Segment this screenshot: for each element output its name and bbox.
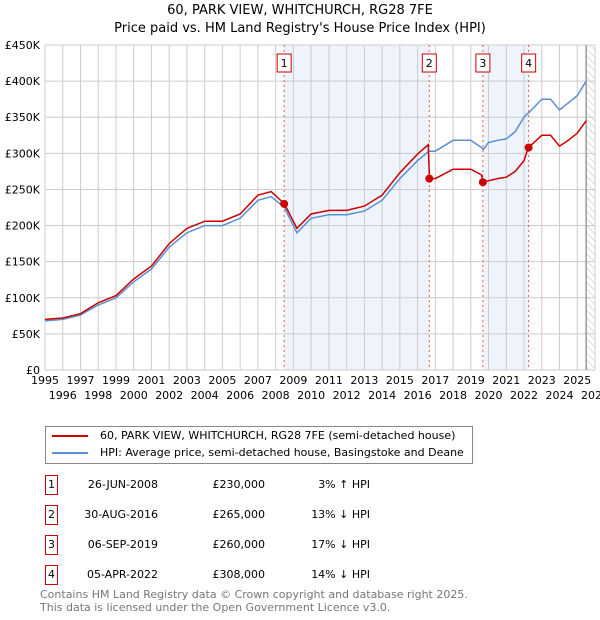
x-tick-label: 2025 [563, 374, 591, 387]
x-tick-label: 2001 [137, 374, 165, 387]
x-tick-label: 1995 [31, 374, 59, 387]
sale-number: 3 [45, 535, 58, 555]
x-tick-label: 2013 [350, 374, 378, 387]
sale-price: £308,000 [212, 568, 266, 581]
sale-point [524, 143, 533, 152]
sale-row: 4 05-APR-2022 £308,000 14% ↓ HPI [45, 565, 445, 585]
sale-hpi-diff: 13% ↓ HPI [311, 508, 370, 521]
y-tick-label: £0 [26, 364, 40, 377]
sale-label-box [421, 53, 437, 73]
footer-line-1: Contains HM Land Registry data © Crown c… [40, 588, 468, 601]
sale-label-box [521, 53, 537, 73]
hpi-line [44, 80, 587, 322]
x-tick-label: 2022 [510, 389, 538, 402]
x-tick-label: 2024 [546, 389, 574, 402]
x-tick-label: 2019 [457, 374, 485, 387]
legend-swatch-red [52, 434, 88, 437]
sale-point [280, 199, 289, 208]
x-tick-label: 2023 [528, 374, 556, 387]
x-tick-label: 2012 [333, 389, 361, 402]
sale-row: 3 06-SEP-2019 £260,000 17% ↓ HPI [45, 535, 445, 555]
sale-date: 30-AUG-2016 [84, 508, 158, 521]
sale-number: 1 [45, 475, 58, 495]
sale-number: 2 [45, 505, 58, 525]
y-tick-label: £250K [5, 183, 41, 196]
x-tick-label: 2004 [191, 389, 219, 402]
x-tick-label: 2006 [226, 389, 254, 402]
x-tick-label: 2026 [581, 389, 600, 402]
sale-label: 2 [426, 57, 433, 70]
y-tick-label: £200K [5, 220, 41, 233]
x-tick-label: 2003 [173, 374, 201, 387]
y-tick-label: £100K [5, 292, 41, 305]
x-tick-label: 2007 [244, 374, 272, 387]
sale-label-box [276, 53, 292, 73]
x-tick-label: 2015 [386, 374, 414, 387]
sale-label-box [475, 53, 491, 73]
footer: Contains HM Land Registry data © Crown c… [40, 588, 468, 614]
sale-label: 4 [525, 57, 532, 70]
x-tick-label: 2002 [155, 389, 183, 402]
legend: 60, PARK VIEW, WHITCHURCH, RG28 7FE (sem… [45, 426, 473, 464]
legend-item-property: 60, PARK VIEW, WHITCHURCH, RG28 7FE (sem… [52, 427, 464, 444]
legend-swatch-blue [52, 451, 88, 454]
price-chart: 1995 1996 1997 1998 1999 2000 2001 2002 2003 2004… [5, 39, 600, 402]
sale-price: £265,000 [212, 508, 266, 521]
sale-label: 3 [479, 57, 486, 70]
y-tick-label: £400K [5, 75, 41, 88]
sale-hpi-diff: 3% ↑ HPI [318, 478, 370, 491]
x-tick-label: 2020 [475, 389, 503, 402]
x-tick-label: 2005 [208, 374, 236, 387]
y-tick-label: £50K [12, 328, 41, 341]
x-tick-label: 2017 [421, 374, 449, 387]
sale-price: £260,000 [212, 538, 266, 551]
forecast-hatch [586, 45, 595, 370]
sale-row: 2 30-AUG-2016 £265,000 13% ↓ HPI [45, 505, 445, 525]
sale-hpi-diff: 17% ↓ HPI [311, 538, 370, 551]
footer-line-2: This data is licensed under the Open Gov… [40, 601, 391, 614]
x-tick-label: 2000 [120, 389, 148, 402]
y-tick-label: £350K [5, 111, 41, 124]
y-tick-label: £300K [5, 147, 41, 160]
shaded-period [482, 45, 529, 370]
x-tick-label: 1997 [66, 374, 94, 387]
legend-label: HPI: Average price, semi-detached house,… [100, 446, 464, 459]
legend-item-hpi: HPI: Average price, semi-detached house,… [52, 444, 464, 461]
sale-label: 1 [281, 57, 288, 70]
x-tick-label: 2021 [492, 374, 520, 387]
sale-date: 05-APR-2022 [86, 568, 158, 581]
sale-date: 26-JUN-2008 [87, 478, 158, 491]
sale-number: 4 [45, 565, 58, 585]
sale-point [478, 178, 487, 187]
chart-title: 60, PARK VIEW, WHITCHURCH, RG28 7FE [167, 3, 433, 18]
sale-date: 06-SEP-2019 [87, 538, 158, 551]
x-tick-label: 2016 [404, 389, 432, 402]
x-tick-label: 1996 [49, 389, 77, 402]
x-tick-label: 2011 [315, 374, 343, 387]
x-tick-label: 2009 [279, 374, 307, 387]
x-tick-label: 1999 [102, 374, 130, 387]
x-tick-label: 2008 [262, 389, 290, 402]
x-tick-label: 1998 [84, 389, 112, 402]
x-tick-label: 2014 [368, 389, 396, 402]
sale-row: 1 26-JUN-2008 £230,000 3% ↑ HPI [45, 475, 445, 495]
y-tick-label: £150K [5, 256, 41, 269]
x-tick-label: 2018 [439, 389, 467, 402]
chart-subtitle: Price paid vs. HM Land Registry's House … [114, 21, 486, 36]
sale-price: £230,000 [212, 478, 266, 491]
y-tick-label: £450K [5, 39, 41, 52]
sale-hpi-diff: 14% ↓ HPI [311, 568, 370, 581]
sale-point [425, 174, 434, 183]
legend-label: 60, PARK VIEW, WHITCHURCH, RG28 7FE (sem… [100, 429, 456, 442]
x-tick-label: 2010 [297, 389, 325, 402]
